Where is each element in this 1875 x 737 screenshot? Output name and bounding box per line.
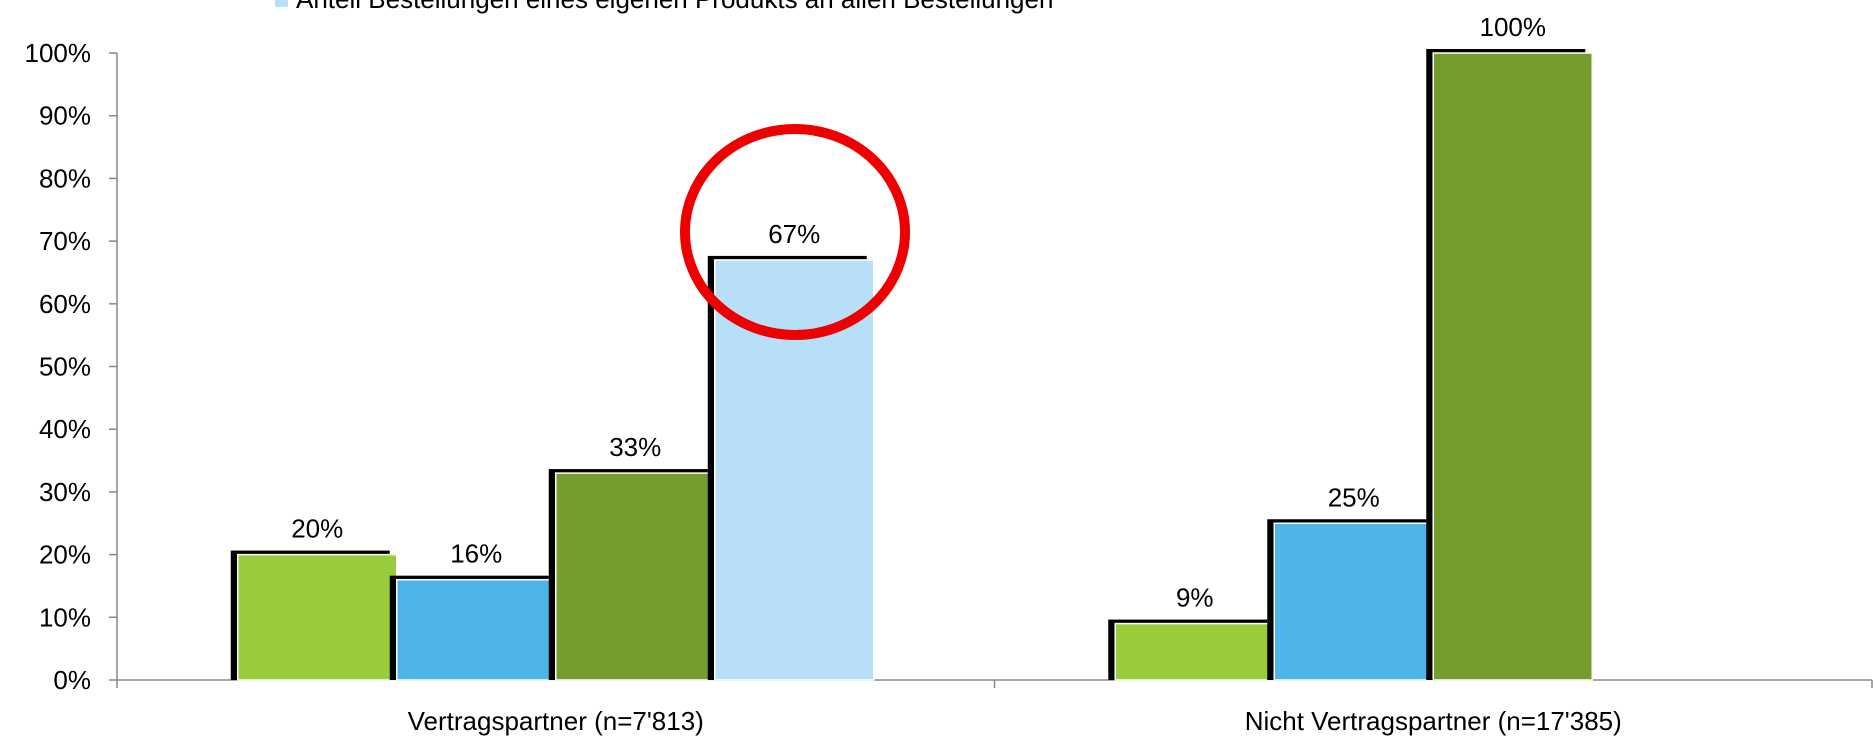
- y-tick-label: 20%: [39, 540, 91, 570]
- x-tick-label: Vertragspartner (n=7'813): [408, 706, 704, 736]
- data-label: 100%: [1480, 12, 1547, 42]
- y-tick-label: 30%: [39, 477, 91, 507]
- legend-label: Anteil Bestellungen eines eigenen Produk…: [296, 0, 1053, 14]
- bar: [1432, 52, 1593, 681]
- y-tick-label: 0%: [53, 665, 91, 695]
- bar: [714, 259, 875, 681]
- bar: [1273, 522, 1434, 681]
- y-tick-label: 90%: [39, 101, 91, 131]
- legend-swatch: [275, 0, 288, 7]
- highlight-circle: [680, 124, 910, 340]
- y-tick-label: 100%: [25, 38, 92, 68]
- data-label: 67%: [768, 219, 820, 249]
- bar: [396, 578, 557, 681]
- data-label: 20%: [291, 514, 343, 544]
- bar: [1114, 622, 1275, 681]
- y-tick-label: 40%: [39, 414, 91, 444]
- data-label: 33%: [609, 432, 661, 462]
- data-label: 16%: [450, 539, 502, 569]
- bar: [555, 472, 716, 681]
- y-tick-label: 10%: [39, 602, 91, 632]
- y-tick-label: 80%: [39, 163, 91, 193]
- y-tick-label: 70%: [39, 226, 91, 256]
- x-tick-label: Nicht Vertragspartner (n=17'385): [1245, 706, 1622, 736]
- data-label: 9%: [1176, 583, 1214, 613]
- data-label: 25%: [1328, 482, 1380, 512]
- y-tick-label: 60%: [39, 289, 91, 319]
- y-tick-label: 50%: [39, 352, 91, 382]
- bar: [237, 553, 398, 681]
